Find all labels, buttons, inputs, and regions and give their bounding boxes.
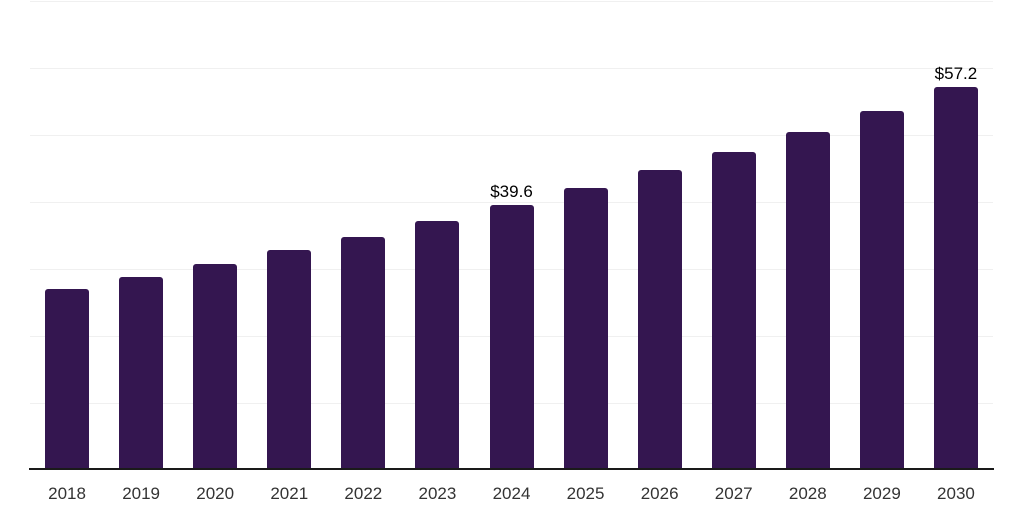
bar-2024 — [489, 204, 534, 468]
x-tick-label-2022: 2022 — [344, 484, 383, 503]
bar-2027 — [711, 151, 756, 468]
bar-2025 — [563, 187, 608, 468]
bar-2028 — [785, 132, 830, 468]
x-axis-line — [29, 468, 994, 470]
x-tick-label-2023: 2023 — [418, 484, 457, 503]
bar-2018 — [45, 289, 90, 468]
plot-area: $39.6 $57.2 — [29, 1, 994, 470]
x-tick-label-2021: 2021 — [270, 484, 309, 503]
x-tick-label-2027: 2027 — [714, 484, 753, 503]
bar-2019 — [119, 277, 164, 468]
x-tick-label-2030: 2030 — [937, 484, 975, 503]
x-axis: 2018 2019 2020 2021 2022 2023 2024 2025 2026 2027… — [30, 484, 993, 506]
x-tick-label-2028: 2028 — [788, 484, 827, 503]
x-tick-label-2018: 2018 — [48, 484, 86, 503]
data-label-2030: $57.2 — [934, 63, 978, 83]
bar-2023 — [415, 220, 460, 468]
x-tick-label-2020: 2020 — [196, 484, 235, 503]
bar-2020 — [193, 264, 238, 468]
x-tick-label-2019: 2019 — [122, 484, 161, 503]
x-tick-label-2029: 2029 — [862, 484, 901, 503]
x-tick-label-2024: 2024 — [492, 484, 531, 503]
data-label-2024: $39.6 — [490, 181, 533, 201]
bar-2021 — [267, 250, 312, 468]
bar-2030 — [933, 86, 978, 468]
x-tick-label-2025: 2025 — [566, 484, 605, 503]
bar-2029 — [859, 110, 904, 468]
gridline — [30, 202, 993, 203]
gridline — [30, 68, 993, 69]
gridline — [30, 1, 993, 2]
x-tick-label-2026: 2026 — [640, 484, 679, 503]
bar-2026 — [637, 169, 682, 468]
bar-2022 — [341, 236, 386, 468]
gridline — [30, 135, 993, 136]
